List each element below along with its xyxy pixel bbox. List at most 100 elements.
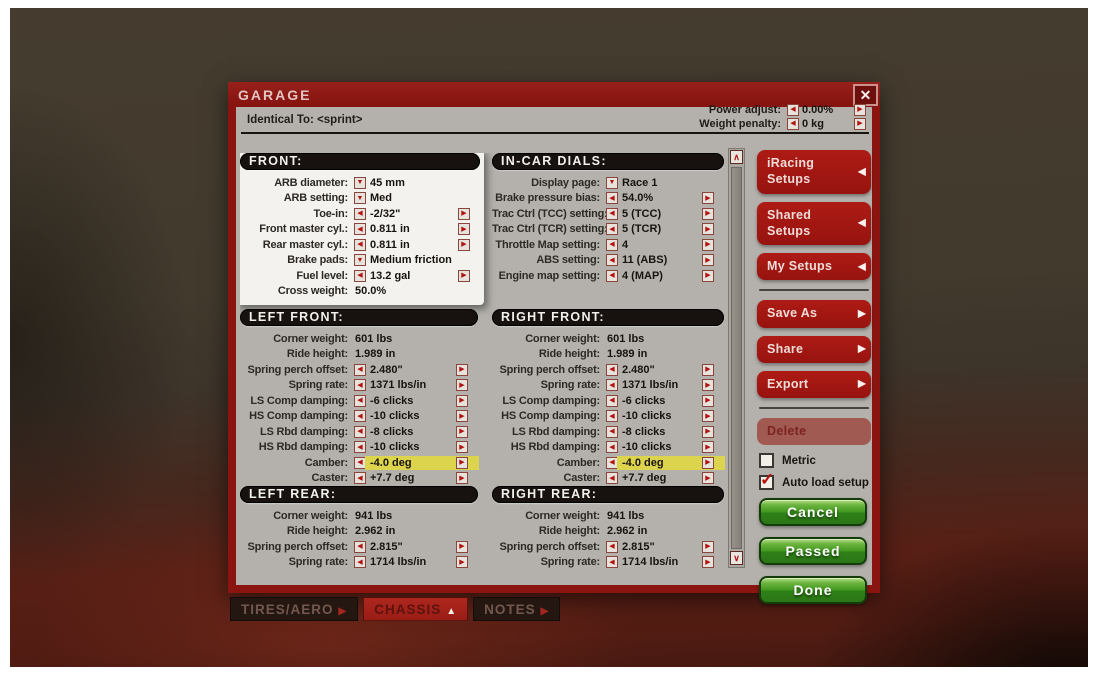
increase-button[interactable]: ▶ <box>702 472 714 485</box>
decrease-button[interactable]: ◀ <box>606 379 618 392</box>
dropdown-button[interactable]: ▼ <box>606 176 618 189</box>
increase-button[interactable]: ▶ <box>456 379 468 392</box>
increase-button[interactable]: ▶ <box>458 238 470 251</box>
increase-button[interactable]: ▶ <box>458 207 470 220</box>
power-adjust-increase-button[interactable]: ▶ <box>854 103 866 116</box>
decrease-button[interactable]: ◀ <box>606 394 618 407</box>
my-setups-button[interactable]: My Setups ◀ <box>757 253 871 281</box>
cancel-button[interactable]: Cancel <box>759 498 867 527</box>
increase-button[interactable]: ▶ <box>702 223 714 236</box>
decrease-button[interactable]: ◀ <box>606 223 618 236</box>
decrease-button[interactable]: ◀ <box>606 410 618 423</box>
decrease-button[interactable]: ◀ <box>354 556 366 569</box>
increase-button[interactable]: ▶ <box>702 410 714 423</box>
metric-checkbox[interactable] <box>759 453 774 469</box>
weight-penalty-decrease-button[interactable]: ◀ <box>787 117 799 130</box>
auto-load-setup-checkbox[interactable]: ✓ <box>759 470 774 491</box>
left-rear-section-header: LEFT REAR: <box>240 486 478 503</box>
left-arrow-icon: ◀ <box>858 217 866 229</box>
decrease-button[interactable]: ◀ <box>354 540 366 553</box>
decrease-button[interactable]: ◀ <box>606 556 618 569</box>
row-value: 5 (TCR) <box>622 223 662 236</box>
increase-button[interactable]: ▶ <box>456 425 468 438</box>
increase-button[interactable]: ▶ <box>702 456 714 469</box>
decrease-button[interactable]: ◀ <box>354 456 366 469</box>
done-button[interactable]: Done <box>759 576 867 605</box>
setup-row: Spring rate: ◀ 1714 lbs/in ▶ <box>240 555 478 571</box>
tab-tires-aero[interactable]: TIRES/AERO ▶ <box>230 597 359 621</box>
increase-button[interactable]: ▶ <box>702 192 714 205</box>
decrease-button[interactable]: ◀ <box>606 207 618 220</box>
decrease-button[interactable]: ◀ <box>354 394 366 407</box>
decrease-button[interactable]: ◀ <box>354 379 366 392</box>
dialog-titlebar: GARAGE ✕ <box>228 82 880 107</box>
right-arrow-icon: ▶ <box>858 378 866 390</box>
share-button[interactable]: Share ▶ <box>757 335 871 363</box>
shared-setups-button[interactable]: Shared Setups ◀ <box>757 201 871 245</box>
decrease-button[interactable]: ◀ <box>354 441 366 454</box>
decrease-button[interactable]: ◀ <box>606 441 618 454</box>
decrease-button[interactable]: ◀ <box>606 425 618 438</box>
right-arrow-icon: ▶ <box>705 397 711 405</box>
decrease-button[interactable]: ◀ <box>354 410 366 423</box>
dropdown-button[interactable]: ▼ <box>354 192 366 205</box>
export-button[interactable]: Export ▶ <box>757 370 871 398</box>
setup-row: Camber: ◀ -4.0 deg ▶ <box>240 455 478 471</box>
increase-button[interactable]: ▶ <box>456 410 468 423</box>
right-arrow-icon: ▶ <box>459 397 465 405</box>
decrease-button[interactable]: ◀ <box>354 363 366 376</box>
decrease-button[interactable]: ◀ <box>354 223 366 236</box>
increase-button[interactable]: ▶ <box>456 441 468 454</box>
scroll-up-button[interactable]: ∧ <box>730 150 743 164</box>
passed-button[interactable]: Passed <box>759 537 867 566</box>
save-as-button[interactable]: Save As ▶ <box>757 300 871 328</box>
increase-button[interactable]: ▶ <box>702 394 714 407</box>
tab-notes[interactable]: NOTES ▶ <box>473 597 561 621</box>
increase-button[interactable]: ▶ <box>702 254 714 267</box>
decrease-button[interactable]: ◀ <box>606 192 618 205</box>
increase-button[interactable]: ▶ <box>702 207 714 220</box>
decrease-button[interactable]: ◀ <box>606 472 618 485</box>
increase-button[interactable]: ▶ <box>458 269 470 282</box>
decrease-button[interactable]: ◀ <box>606 540 618 553</box>
increase-button[interactable]: ▶ <box>702 363 714 376</box>
iracing-setups-button[interactable]: iRacing Setups ◀ <box>757 150 871 194</box>
decrease-button[interactable]: ◀ <box>354 269 366 282</box>
left-arrow-icon: ◀ <box>790 106 796 113</box>
dropdown-button[interactable]: ▼ <box>354 254 366 267</box>
weight-penalty-increase-button[interactable]: ▶ <box>854 117 866 130</box>
increase-button[interactable]: ▶ <box>456 363 468 376</box>
decrease-button[interactable]: ◀ <box>354 207 366 220</box>
decrease-button[interactable]: ◀ <box>606 269 618 282</box>
increase-button[interactable]: ▶ <box>456 556 468 569</box>
row-value: 2.962 in <box>607 525 648 538</box>
dropdown-button[interactable]: ▼ <box>354 176 366 189</box>
increase-button[interactable]: ▶ <box>456 394 468 407</box>
decrease-button[interactable]: ◀ <box>606 363 618 376</box>
increase-button[interactable]: ▶ <box>456 540 468 553</box>
row-value: 2.480" <box>622 363 655 376</box>
increase-button[interactable]: ▶ <box>456 456 468 469</box>
increase-button[interactable]: ▶ <box>702 441 714 454</box>
decrease-button[interactable]: ◀ <box>606 238 618 251</box>
increase-button[interactable]: ▶ <box>702 556 714 569</box>
increase-button[interactable]: ▶ <box>702 540 714 553</box>
decrease-button[interactable]: ◀ <box>606 456 618 469</box>
increase-button[interactable]: ▶ <box>702 379 714 392</box>
decrease-button[interactable]: ◀ <box>354 238 366 251</box>
increase-button[interactable]: ▶ <box>702 238 714 251</box>
scrollbar-thumb[interactable] <box>731 167 742 549</box>
scroll-down-button[interactable]: ∨ <box>730 551 743 565</box>
left-arrow-icon: ◀ <box>609 272 615 280</box>
decrease-button[interactable]: ◀ <box>606 254 618 267</box>
increase-button[interactable]: ▶ <box>456 472 468 485</box>
decrease-button[interactable]: ◀ <box>354 472 366 485</box>
increase-button[interactable]: ▶ <box>702 425 714 438</box>
power-adjust-decrease-button[interactable]: ◀ <box>787 103 799 116</box>
increase-button[interactable]: ▶ <box>702 269 714 282</box>
decrease-button[interactable]: ◀ <box>354 425 366 438</box>
row-label: Spring perch offset: <box>247 540 348 553</box>
increase-button[interactable]: ▶ <box>458 223 470 236</box>
tab-chassis[interactable]: CHASSIS ▲ <box>363 597 469 621</box>
setup-row: ABS setting: ◀ 11 (ABS) ▶ <box>492 253 724 269</box>
